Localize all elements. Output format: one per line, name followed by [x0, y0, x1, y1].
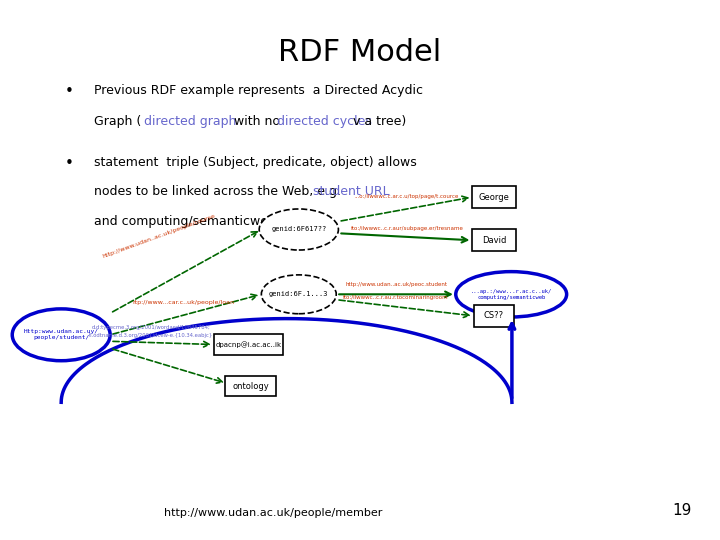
Text: d.d:typecme.3.org/2001/wordaed/10845784;: d.d:typecme.3.org/2001/wordaed/10845784;	[92, 326, 210, 330]
Text: student URL: student URL	[313, 185, 390, 198]
Text: http://www.udan..ac.uk/peoc.student: http://www.udan..ac.uk/peoc.student	[345, 282, 447, 287]
Ellipse shape	[12, 309, 110, 361]
Text: Previous RDF example represents  a Directed Acydic: Previous RDF example represents a Direct…	[94, 84, 423, 97]
Text: with no: with no	[230, 115, 284, 128]
Ellipse shape	[456, 272, 567, 317]
Text: directed graph: directed graph	[144, 115, 236, 128]
Ellipse shape	[259, 209, 338, 250]
Text: and computing/semanticweb URL.: and computing/semanticweb URL.	[94, 215, 308, 228]
Text: genid:6F617??: genid:6F617??	[271, 226, 326, 233]
Text: RDF Model: RDF Model	[279, 38, 441, 67]
Text: http://www.udan.ac.uk/people/member: http://www.udan.ac.uk/people/member	[164, 508, 383, 518]
FancyBboxPatch shape	[474, 305, 514, 327]
Text: rtp://www...car.c..uk/people/loan: rtp://www...car.c..uk/people/loan	[132, 300, 235, 305]
Text: George: George	[479, 193, 509, 201]
Text: David: David	[482, 236, 506, 245]
Text: fto:/ilwwwc..c.r.au.r.tocominaringroom: fto:/ilwwwc..c.r.au.r.tocominaringroom	[343, 295, 449, 300]
Text: genid:6F.1...3: genid:6F.1...3	[269, 291, 328, 298]
Text: http://www.udan..ac.uk/people/course: http://www.udan..ac.uk/people/course	[102, 213, 215, 259]
Text: ontology: ontology	[232, 382, 269, 390]
Text: •: •	[65, 84, 73, 99]
FancyBboxPatch shape	[472, 186, 516, 208]
Text: tl.odtname.d.3.org/2001/dcew-e.{10.34.eabjc}: tl.odtname.d.3.org/2001/dcew-e.{10.34.ea…	[89, 333, 213, 338]
Text: Http:www.udan.ac.uy/
people/student/: Http:www.udan.ac.uy/ people/student/	[24, 329, 99, 340]
Text: ...ap.:/www...r.ac.c..uk/
computing/semanticweb: ...ap.:/www...r.ac.c..uk/ computing/sema…	[471, 289, 552, 300]
FancyBboxPatch shape	[225, 376, 276, 396]
Text: statement  triple (Subject, predicate, object) allows: statement triple (Subject, predicate, ob…	[94, 156, 416, 168]
Text: •: •	[65, 156, 73, 171]
Text: CS??: CS??	[484, 312, 504, 320]
FancyBboxPatch shape	[472, 230, 516, 251]
Text: nodes to be linked across the Web, e.g.: nodes to be linked across the Web, e.g.	[94, 185, 345, 198]
Text: dpacnp@i.ac.ac..ik: dpacnp@i.ac.ac..ik	[215, 341, 282, 348]
Text: fto:/ilwwwc..c.r.aur/subpage.er/tresname: fto:/ilwwwc..c.r.aur/subpage.er/tresname	[351, 226, 463, 231]
Text: directed cycles: directed cycles	[277, 115, 372, 128]
Text: ...o:/ilwwwc.c.ar.c.u/top/page/t.cource: ...o:/ilwwwc.c.ar.c.u/top/page/t.cource	[355, 194, 459, 199]
Text: v a tree): v a tree)	[349, 115, 407, 128]
Ellipse shape	[261, 275, 336, 314]
Text: Graph (: Graph (	[94, 115, 141, 128]
Text: 19: 19	[672, 503, 691, 518]
FancyBboxPatch shape	[215, 334, 282, 355]
